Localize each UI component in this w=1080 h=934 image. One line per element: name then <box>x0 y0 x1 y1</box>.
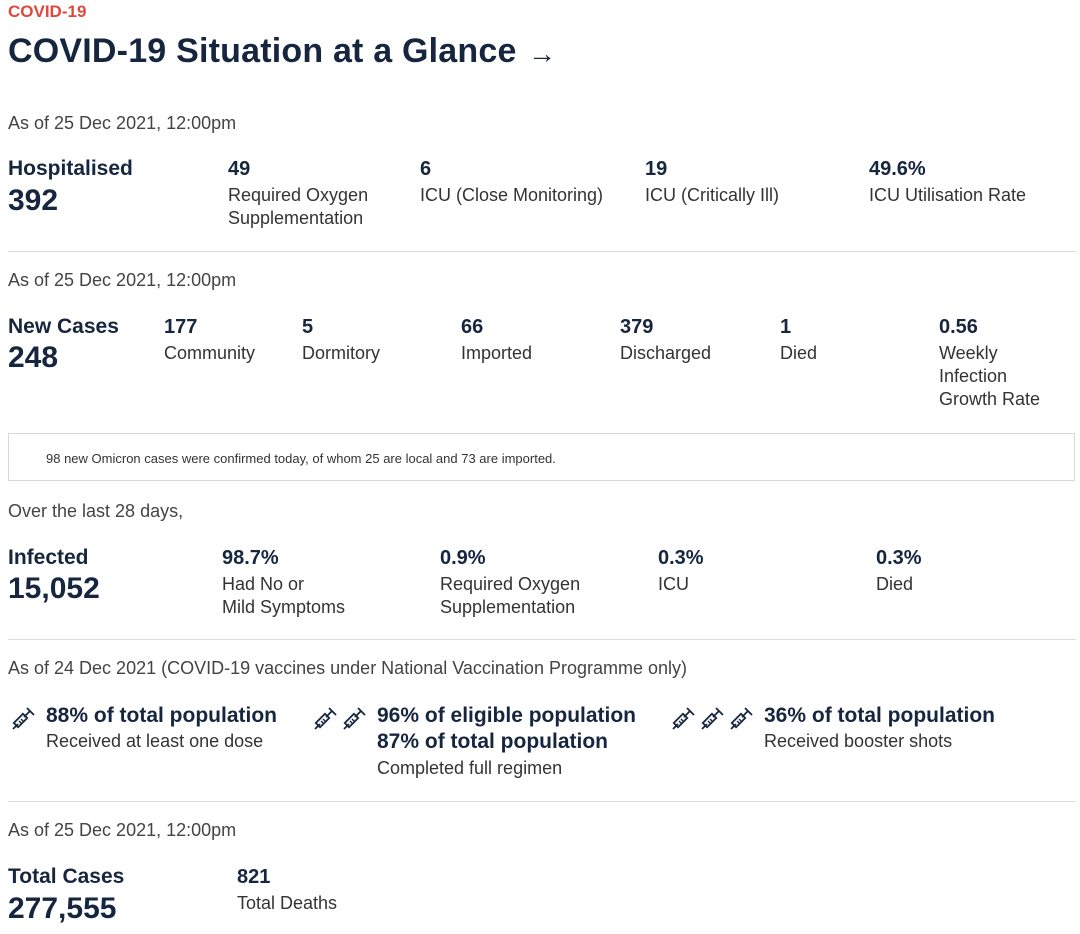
total-cases-label: Total Cases <box>8 865 125 888</box>
new-cases-total: 248 <box>8 341 59 374</box>
stat-label: ICU Utilisation Rate <box>869 185 1027 205</box>
stat-label: Total Deaths <box>237 893 338 913</box>
syringe-icon <box>314 707 337 730</box>
stat-value: 66 <box>461 316 484 338</box>
stat-label: Imported <box>461 343 533 363</box>
stat-value: 0.9% <box>440 547 486 569</box>
new-cases-label: New Cases <box>8 315 119 338</box>
stat-label: Supplementation <box>228 208 364 228</box>
divider <box>8 801 1076 802</box>
stat-icu-critical: 19 ICU (Critically Ill) <box>645 158 779 207</box>
arrow-right-icon[interactable]: → <box>528 38 556 69</box>
vaccine-dose-label: Received at least one dose <box>46 731 264 751</box>
stat-icu-utilisation: 49.6% ICU Utilisation Rate <box>869 158 1026 207</box>
stat-label: Had No or <box>222 574 305 594</box>
stat-label: Discharged <box>620 343 712 363</box>
stat-dormitory: 5 Dormitory <box>302 316 380 365</box>
stat-value: 0.3% <box>658 547 704 569</box>
stat-label: Died <box>876 574 914 594</box>
stat-infected-oxygen: 0.9% Required Oxygen Supplementation <box>440 547 580 619</box>
total-cases-value: 277,555 <box>8 892 117 925</box>
vaccine-full-headline-2: 87% of total population <box>377 730 608 753</box>
syringe-icon <box>730 707 753 730</box>
stat-label: Required Oxygen <box>228 185 369 205</box>
infected-total: 15,052 <box>8 572 100 605</box>
stat-value: 6 <box>420 158 432 180</box>
stat-value: 0.3% <box>876 547 922 569</box>
stat-label: Supplementation <box>440 597 576 617</box>
stat-label: Dormitory <box>302 343 381 363</box>
stat-label: Required Oxygen <box>440 574 581 594</box>
stat-icu-close: 6 ICU (Close Monitoring) <box>420 158 603 207</box>
stat-value: 379 <box>620 316 654 338</box>
infected-as-of: Over the last 28 days, <box>8 501 184 521</box>
stat-community: 177 Community <box>164 316 255 365</box>
stat-total-deaths: 821 Total Deaths <box>237 866 337 915</box>
stat-oxygen: 49 Required Oxygen Supplementation <box>228 158 368 230</box>
vaccine-booster-label: Received booster shots <box>764 731 953 751</box>
stat-value: 49.6% <box>869 158 926 180</box>
stat-died: 1 Died <box>780 316 817 365</box>
stat-growth-rate: 0.56 Weekly Infection Growth Rate <box>939 316 1040 411</box>
syringe-icon <box>672 707 695 730</box>
hospitalised-label: Hospitalised <box>8 157 133 180</box>
section-tag[interactable]: COVID-19 <box>8 2 87 21</box>
stat-label: Community <box>164 343 256 363</box>
stat-discharged: 379 Discharged <box>620 316 711 365</box>
stat-label: Mild Symptoms <box>222 597 346 617</box>
hospitalised-total: 392 <box>8 184 59 217</box>
stat-label: Growth Rate <box>939 389 1041 409</box>
stat-value: 0.56 <box>939 316 978 338</box>
divider <box>8 251 1076 252</box>
stat-label: ICU (Critically Ill) <box>645 185 779 205</box>
omicron-note: 98 new Omicron cases were confirmed toda… <box>46 451 556 466</box>
stat-label: Infection <box>939 366 1008 386</box>
stat-infected-died: 0.3% Died <box>876 547 922 596</box>
stat-value: 98.7% <box>222 547 279 569</box>
divider <box>8 639 1076 640</box>
infected-label: Infected <box>8 546 89 569</box>
stat-value: 177 <box>164 316 198 338</box>
stat-value: 1 <box>780 316 792 338</box>
stat-value: 821 <box>237 866 271 888</box>
syringe-icon <box>701 707 724 730</box>
totals-as-of: As of 25 Dec 2021, 12:00pm <box>8 820 237 840</box>
stat-value: 5 <box>302 316 314 338</box>
stat-label: Weekly <box>939 343 998 363</box>
stat-value: 19 <box>645 158 668 180</box>
stat-label: ICU <box>658 574 689 594</box>
stat-label: Died <box>780 343 818 363</box>
stat-infected-icu: 0.3% ICU <box>658 547 704 596</box>
omicron-note-box <box>8 433 1075 481</box>
stat-mild: 98.7% Had No or Mild Symptoms <box>222 547 345 619</box>
stat-label: ICU (Close Monitoring) <box>420 185 604 205</box>
vaccine-full-headline: 96% of eligible population <box>377 704 637 727</box>
page-title[interactable]: COVID-19 Situation at a Glance <box>8 32 517 70</box>
vaccination-as-of: As of 24 Dec 2021 (COVID-19 vaccines und… <box>8 658 687 678</box>
syringe-icon <box>343 707 366 730</box>
cases-as-of: As of 25 Dec 2021, 12:00pm <box>8 270 237 290</box>
syringe-icon <box>12 707 35 730</box>
hospital-as-of: As of 25 Dec 2021, 12:00pm <box>8 113 237 133</box>
stat-imported: 66 Imported <box>461 316 532 365</box>
vaccine-booster-headline: 36% of total population <box>764 704 995 727</box>
vaccine-dose-headline: 88% of total population <box>46 704 277 727</box>
vaccine-full-label: Completed full regimen <box>377 758 563 778</box>
stat-value: 49 <box>228 158 251 180</box>
